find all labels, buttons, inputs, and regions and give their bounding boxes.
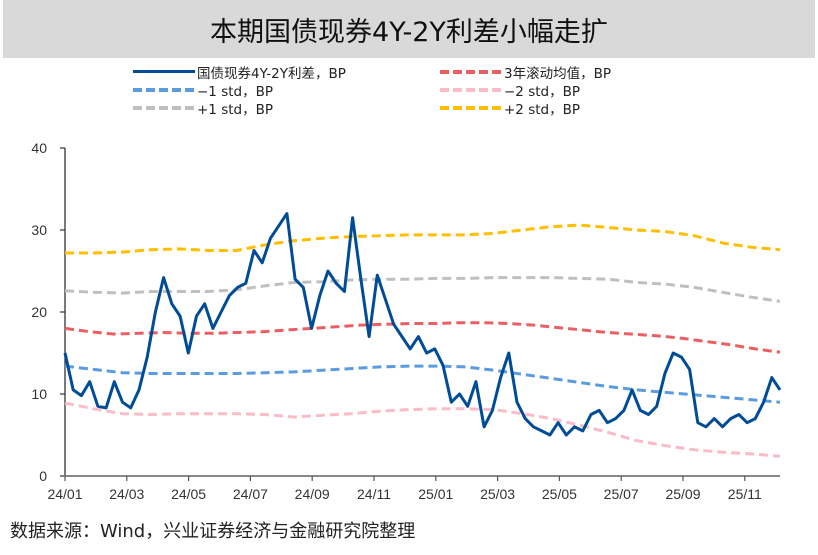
x-tick-label: 24/07 bbox=[233, 486, 268, 502]
y-tick-label: 0 bbox=[39, 468, 47, 484]
spread-line bbox=[63, 212, 782, 437]
legend-item-plus1std: +1 std，BP bbox=[133, 99, 273, 118]
plus1std-line bbox=[64, 276, 781, 303]
x-tick-label: 24/09 bbox=[295, 486, 330, 502]
x-tick-label: 24/03 bbox=[109, 486, 144, 502]
legend-solid-line-icon bbox=[133, 70, 195, 73]
legend-item-spread: 国债现券4Y-2Y利差，BP bbox=[133, 63, 346, 82]
x-tick-label: 25/03 bbox=[480, 486, 515, 502]
legend-label: −2 std，BP bbox=[504, 83, 580, 100]
x-tick-label: 25/05 bbox=[542, 486, 577, 502]
legend-item-minus2std: −2 std，BP bbox=[440, 81, 580, 100]
y-tick-label: 30 bbox=[31, 222, 47, 238]
chart-legend: 国债现券4Y-2Y利差，BP 3年滚动均值，BP −1 std，BP −2 st… bbox=[133, 63, 693, 118]
legend-label: +1 std，BP bbox=[197, 101, 273, 118]
legend-item-plus2std: +2 std，BP bbox=[440, 99, 580, 118]
data-series bbox=[63, 212, 782, 458]
legend-dashed-line-icon bbox=[440, 69, 502, 74]
x-tick-label: 25/01 bbox=[418, 486, 453, 502]
plus2std-line bbox=[65, 223, 781, 255]
data-source-note: 数据来源：Wind，兴业证券经济与金融研究院整理 bbox=[10, 521, 416, 542]
legend-item-minus1std: −1 std，BP bbox=[133, 81, 273, 100]
legend-label: −1 std，BP bbox=[197, 83, 273, 100]
legend-dashed-line-icon bbox=[440, 105, 502, 110]
y-tick-label: 20 bbox=[31, 304, 47, 320]
legend-label: 3年滚动均值，BP bbox=[504, 65, 611, 82]
x-tick-label: 24/01 bbox=[47, 486, 82, 502]
legend-label: +2 std，BP bbox=[504, 101, 580, 118]
chart-title-bar: 本期国债现券4Y-2Y利差小幅走扩 bbox=[3, 0, 815, 58]
x-tick-label: 24/11 bbox=[357, 486, 391, 502]
y-tick-label: 10 bbox=[31, 386, 47, 402]
x-tick-label: 24/05 bbox=[171, 486, 206, 502]
minus2std-line bbox=[64, 401, 781, 458]
x-tick-label: 25/09 bbox=[665, 486, 700, 502]
legend-dashed-line-icon bbox=[440, 87, 502, 92]
x-tick-label: 25/07 bbox=[604, 486, 639, 502]
legend-item-mean: 3年滚动均值，BP bbox=[440, 63, 611, 82]
y-tick-label: 40 bbox=[31, 140, 47, 156]
minus1std-line bbox=[64, 364, 781, 404]
legend-label: 国债现券4Y-2Y利差，BP bbox=[197, 65, 346, 82]
x-tick-label: 25/11 bbox=[728, 486, 762, 502]
legend-dashed-line-icon bbox=[133, 105, 195, 110]
chart-title: 本期国债现券4Y-2Y利差小幅走扩 bbox=[210, 16, 608, 48]
axes: 0 10 20 30 40 24/01 24/03 24/05 24/07 24/09 24/11 2… bbox=[31, 140, 780, 502]
legend-dashed-line-icon bbox=[133, 87, 195, 92]
